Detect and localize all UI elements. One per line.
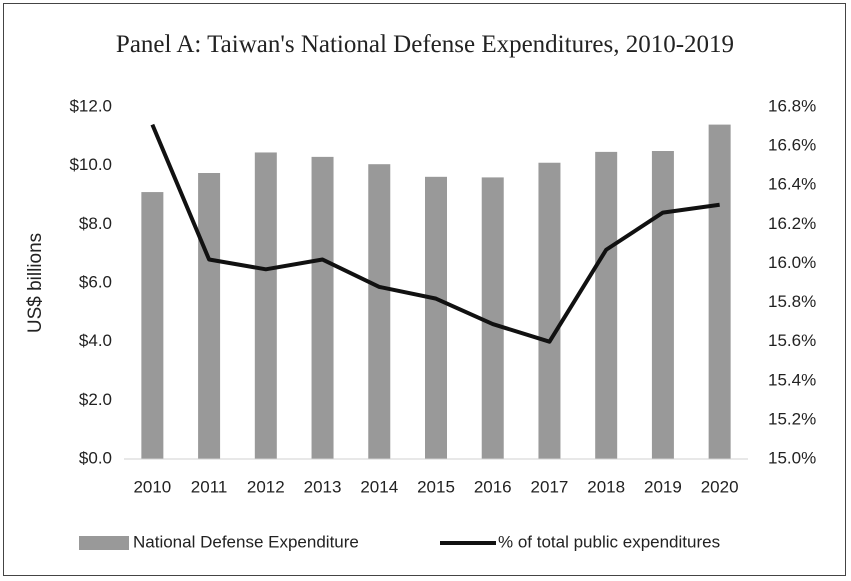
y2-tick-label: 15.6% xyxy=(768,331,816,350)
bar xyxy=(311,156,334,459)
bar xyxy=(425,176,447,459)
y2-tick-label: 15.4% xyxy=(768,370,816,389)
bar xyxy=(651,151,674,459)
legend-label: % of total public expenditures xyxy=(498,532,720,551)
y2-tick-label: 16.2% xyxy=(768,214,816,233)
x-tick-label: 2015 xyxy=(417,477,455,496)
y-tick-label: $10.0 xyxy=(69,155,112,174)
x-tick-label: 2018 xyxy=(587,477,625,496)
y-tick-label: $2.0 xyxy=(79,390,112,409)
bar xyxy=(595,151,618,459)
y-tick-label: $12.0 xyxy=(69,96,112,115)
x-tick-label: 2017 xyxy=(531,477,569,496)
y-tick-label: $0.0 xyxy=(79,448,112,467)
y2-tick-label: 16.0% xyxy=(768,253,816,272)
bar xyxy=(254,152,277,459)
x-tick-label: 2013 xyxy=(304,477,342,496)
y-tick-label: $6.0 xyxy=(79,272,112,291)
x-tick-label: 2012 xyxy=(247,477,285,496)
legend-swatch xyxy=(79,536,129,550)
chart-title: Panel A: Taiwan's National Defense Expen… xyxy=(115,31,735,58)
legend-label: National Defense Expenditure xyxy=(133,532,359,551)
bar xyxy=(141,192,164,460)
x-tick-label: 2019 xyxy=(644,477,682,496)
y2-tick-label: 15.8% xyxy=(768,292,816,311)
x-tick-label: 2011 xyxy=(191,477,228,496)
bar xyxy=(708,124,731,459)
x-tick-label: 2016 xyxy=(474,477,512,496)
line xyxy=(150,123,720,344)
y2-tick-label: 15.0% xyxy=(768,448,816,467)
bar xyxy=(368,164,391,459)
x-tick-label: 2010 xyxy=(133,477,171,496)
y2-tick-label: 16.6% xyxy=(768,136,816,155)
x-tick-label: 2014 xyxy=(360,477,398,496)
bar xyxy=(538,162,561,459)
bar xyxy=(481,177,504,459)
y-tick-label: $4.0 xyxy=(79,331,112,350)
chart-frame xyxy=(3,3,846,576)
bar xyxy=(198,173,221,459)
y2-tick-label: 16.4% xyxy=(768,175,816,194)
y2-tick-label: 15.2% xyxy=(768,409,816,428)
y2-tick-label: 16.8% xyxy=(768,96,816,115)
x-tick-label: 2020 xyxy=(701,477,739,496)
y-axis-label: US$ billions xyxy=(25,233,46,333)
y-tick-label: $8.0 xyxy=(79,214,112,233)
